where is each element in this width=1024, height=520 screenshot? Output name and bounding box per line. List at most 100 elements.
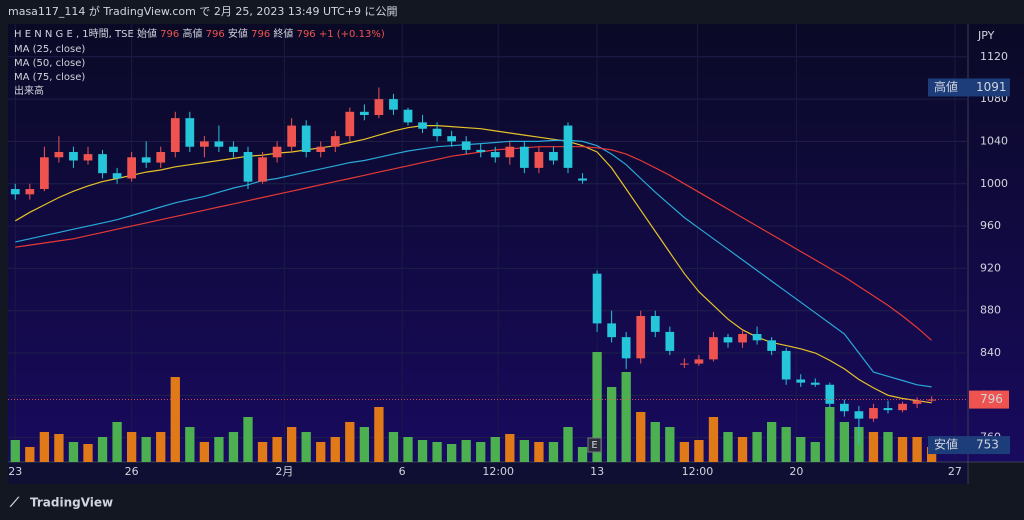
y-tick-label: 840 xyxy=(980,346,1001,359)
candle-body xyxy=(287,125,296,147)
candle-body xyxy=(854,411,864,419)
candle-body xyxy=(505,146,515,158)
volume-bar xyxy=(796,437,806,462)
volume-bar xyxy=(345,422,355,462)
volume-bar xyxy=(752,432,762,462)
candle-body xyxy=(170,118,180,153)
volume-bar xyxy=(359,427,370,462)
volume-bar xyxy=(476,442,486,462)
candle-body xyxy=(578,178,587,181)
volume-bar xyxy=(766,422,777,462)
y-tick-label: 880 xyxy=(980,304,1001,317)
volume-bar xyxy=(694,440,704,462)
candle-body xyxy=(112,173,122,179)
x-tick-label: 13 xyxy=(590,465,604,478)
moving-average xyxy=(15,146,932,341)
candle-body xyxy=(869,408,878,419)
candle-body xyxy=(767,340,776,351)
time-axis xyxy=(8,462,968,484)
ohlc-label: 安値 xyxy=(228,27,248,40)
header-text: masa117_114 が TradingView.com で 2月 25, 2… xyxy=(8,4,398,18)
earnings-box xyxy=(587,437,602,453)
x-tick-label: 27 xyxy=(948,465,962,478)
x-tick-label: 20 xyxy=(789,465,803,478)
volume-bar xyxy=(461,440,471,462)
moving-average xyxy=(14,124,932,404)
candle-body xyxy=(898,403,907,411)
candle-body xyxy=(214,141,224,147)
marker-value: 753 xyxy=(976,438,999,452)
candle-body xyxy=(752,333,762,341)
candle-body xyxy=(810,382,820,385)
last-price-label: 796 xyxy=(980,392,1003,406)
volume-bar xyxy=(330,437,340,462)
volume-bar xyxy=(301,432,311,462)
volume-bar xyxy=(68,442,79,462)
symbol: H E N N G E , 1時間, TSE xyxy=(14,28,134,40)
candle-body xyxy=(229,146,238,153)
volume-bar xyxy=(868,432,879,462)
volume-bar xyxy=(10,440,20,462)
marker-label: 安値 xyxy=(934,437,958,452)
candle-body xyxy=(69,152,78,161)
volume-bar xyxy=(563,427,573,462)
price-axis xyxy=(968,24,1024,462)
candle-body xyxy=(461,141,471,150)
ohlc-value: 796 xyxy=(297,29,316,40)
volume-bar xyxy=(432,442,442,462)
candle-body xyxy=(520,146,529,168)
x-tick-label: 2月 xyxy=(275,465,293,478)
volume-bar xyxy=(272,437,282,462)
candle-body xyxy=(927,399,936,401)
candle-body xyxy=(54,152,64,158)
candle-body xyxy=(563,125,573,168)
candle-body xyxy=(156,152,166,163)
candle-body xyxy=(621,337,631,359)
ohlc-value: 796 xyxy=(206,29,225,40)
volume-bar xyxy=(54,434,64,462)
candle-body xyxy=(490,152,500,158)
volume-bar xyxy=(723,432,733,462)
volume-bar xyxy=(883,432,893,462)
footer-brand: TradingView xyxy=(30,496,113,510)
volume-bar xyxy=(490,437,500,462)
candle-body xyxy=(694,359,704,364)
volume-bar xyxy=(417,440,428,462)
earnings-label: E xyxy=(591,440,597,451)
ohlc-label: 終値 xyxy=(273,27,293,40)
volume-bar xyxy=(606,387,617,462)
candle-body xyxy=(360,111,369,115)
volume-bar xyxy=(39,432,50,462)
volume-bar xyxy=(257,442,268,462)
volume-bar xyxy=(577,447,588,462)
logo-icon: ⟋ xyxy=(9,496,20,511)
candle-body xyxy=(607,323,616,338)
ohlc-value: 796 xyxy=(160,29,179,40)
volume-bar xyxy=(126,432,137,462)
volume-bar xyxy=(214,437,224,462)
legend-entry: MA (25, close) xyxy=(14,44,85,55)
volume-bar xyxy=(810,442,820,462)
marker-label: 高値 xyxy=(934,79,958,94)
volume-bar xyxy=(156,432,166,462)
candle-body xyxy=(592,273,602,324)
marker-box xyxy=(928,436,1010,455)
volume-bar xyxy=(665,427,675,462)
last-price-box xyxy=(969,390,1009,409)
marker-box xyxy=(928,78,1010,97)
volume-bar xyxy=(83,444,93,462)
candle-body xyxy=(709,337,718,360)
candle-body xyxy=(738,333,747,343)
candle-body xyxy=(650,316,660,332)
candle-body xyxy=(403,109,413,123)
volume-bar xyxy=(316,442,326,462)
volume-bar xyxy=(592,352,602,462)
candle-body xyxy=(534,152,544,168)
volume-bar xyxy=(825,407,835,462)
candle-body xyxy=(883,408,893,411)
volume-bar xyxy=(199,442,210,462)
candle-body xyxy=(636,316,646,359)
volume-bar xyxy=(446,444,457,462)
ohlc-label: 高値 xyxy=(182,27,202,40)
